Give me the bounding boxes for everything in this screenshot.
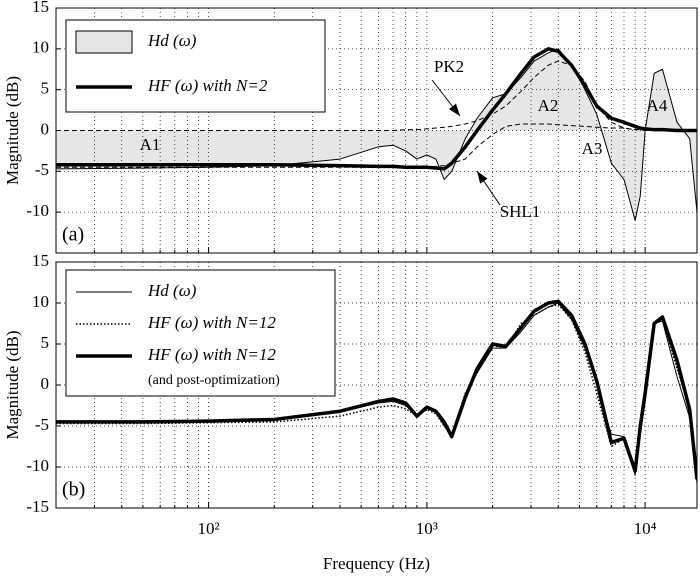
y-tick-label: -10 (26, 201, 49, 220)
y-axis-label: Magnitude (dB) (3, 76, 22, 185)
y-tick-label: -5 (35, 160, 49, 179)
y-tick-label: 15 (32, 251, 49, 270)
legend-label: HF (ω) with N=12 (147, 345, 276, 364)
x-tick-label: 10⁴ (634, 519, 657, 538)
y-tick-label: 10 (32, 292, 49, 311)
legend-label: Hd (ω) (147, 31, 197, 50)
y-tick-label: 5 (41, 79, 50, 98)
curve-label: SHL1 (500, 202, 541, 221)
panel-label: (b) (62, 479, 85, 501)
y-tick-label: -5 (35, 415, 49, 434)
series-line (56, 47, 697, 171)
series-line (56, 299, 697, 480)
legend-box (65, 269, 336, 397)
arrow-head (448, 103, 460, 116)
y-tick-label: 15 (32, 0, 49, 16)
annotation: A4 (647, 96, 668, 115)
y-tick-label: 5 (41, 333, 50, 352)
y-axis-label: Magnitude (dB) (3, 330, 22, 439)
x-tick-label: 10³ (416, 519, 438, 538)
series-line (56, 123, 697, 168)
x-axis-label: Frequency (Hz) (323, 554, 430, 573)
arrow-head (477, 171, 488, 184)
y-tick-label: 0 (41, 119, 50, 138)
area-fill (56, 48, 697, 221)
legend-label: HF (ω) with N=2 (147, 76, 268, 95)
x-tick-label: 10² (198, 519, 220, 538)
curve-label: PK2 (434, 57, 464, 76)
legend-label: HF (ω) with N=12 (147, 313, 276, 332)
legend-label: Hd (ω) (147, 281, 197, 300)
y-tick-label: -15 (26, 497, 49, 516)
y-tick-label: 10 (32, 38, 49, 57)
annotation: A3 (582, 139, 603, 158)
y-tick-label: -10 (26, 456, 49, 475)
annotation: A1 (140, 135, 161, 154)
legend-swatch (75, 30, 133, 54)
y-tick-label: 0 (41, 374, 50, 393)
panel-label: (a) (62, 224, 84, 246)
annotation: A2 (538, 96, 559, 115)
legend-note: (and post-optimization) (148, 373, 280, 388)
plot-area (56, 262, 697, 508)
plot-area (56, 8, 697, 253)
